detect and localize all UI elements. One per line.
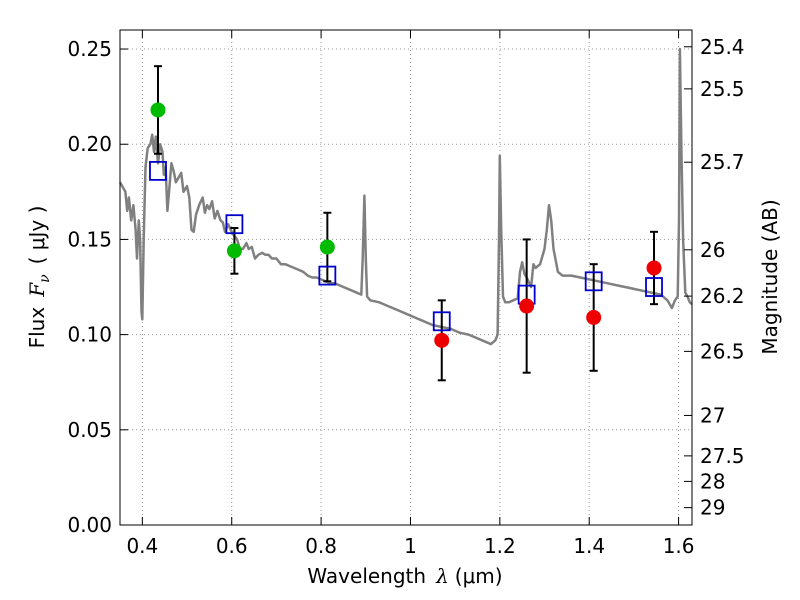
model-box-marker (225, 214, 244, 235)
mag-tick-label: 25.4 (700, 35, 745, 59)
mag-tick-label: 26 (700, 238, 725, 262)
mag-tick-label: 29 (700, 496, 725, 520)
x-axis-label: Wavelength λ (μm) (307, 564, 502, 588)
y-tick-label: 0.10 (67, 323, 112, 347)
error-bars (153, 65, 659, 382)
axis-ticks: 0.4 0.6 0.8 1 1.2 1.4 1.6 0.00 0.05 0.10 0.15 0.20 0… (67, 30, 745, 558)
y-tick-label: 0.25 (67, 37, 112, 61)
x-tick-label: 0.6 (216, 534, 248, 558)
red-data-point (646, 260, 662, 276)
model-box-marker (318, 265, 337, 286)
green-data-point (150, 102, 166, 118)
x-axis-label-symbol: λ (435, 564, 449, 588)
x-tick-label: 1.6 (663, 534, 695, 558)
y-tick-label: 0.15 (67, 227, 112, 251)
y-axis-right-label: Magnitude (AB) (758, 199, 782, 354)
mag-tick-label: 25.5 (700, 77, 745, 101)
red-data-point (519, 298, 535, 314)
y-axis-label: Flux Fν ( μJy ) (25, 206, 53, 349)
green-data-point (319, 239, 335, 255)
x-axis-label-unit: (μm) (455, 564, 503, 588)
y-tick-label: 0.00 (67, 513, 112, 537)
plot-frame (119, 29, 693, 526)
mag-tick-label: 27.5 (700, 444, 745, 468)
y-axis-label-symbol: F (25, 282, 49, 298)
x-tick-label: 1.2 (484, 534, 516, 558)
x-tick-label: 0.8 (305, 534, 337, 558)
model-box-marker (584, 271, 603, 292)
y-axis-label-subscript: ν (37, 274, 53, 283)
model-photometry-boxes (149, 160, 663, 332)
red-data-point (586, 309, 602, 325)
model-box-marker (432, 311, 451, 332)
x-tick-label: 1.4 (573, 534, 605, 558)
y-tick-label: 0.20 (67, 132, 112, 156)
x-tick-label: 1 (404, 534, 417, 558)
x-axis-label-text: Wavelength (307, 564, 426, 588)
model-box-marker (645, 277, 663, 297)
x-tick-label: 0.4 (126, 534, 158, 558)
mag-tick-label: 26.5 (700, 339, 745, 363)
y-axis-label-unit: ( μJy ) (25, 206, 49, 265)
y-axis-label-text: Flux (25, 307, 49, 349)
model-box-marker (149, 160, 167, 181)
red-data-point (434, 332, 450, 348)
mag-tick-label: 28 (700, 469, 725, 493)
mag-tick-label: 27 (700, 403, 725, 427)
observed-points (150, 102, 662, 348)
mag-tick-label: 26.2 (700, 284, 745, 308)
mag-tick-label: 25.7 (700, 150, 745, 174)
y-tick-label: 0.05 (67, 418, 112, 442)
green-data-point (226, 243, 242, 259)
